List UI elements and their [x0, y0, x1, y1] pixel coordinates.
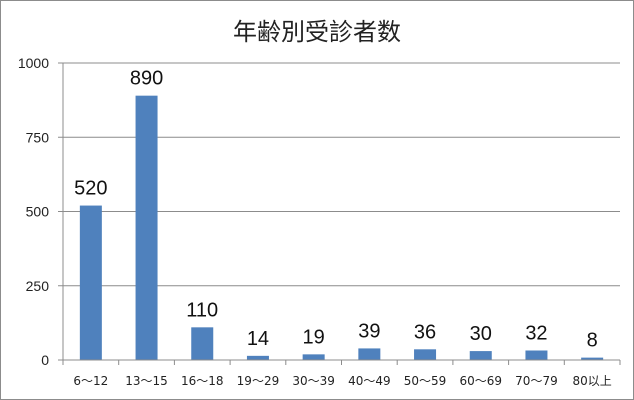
bar — [581, 357, 604, 360]
data-label: 19 — [303, 326, 325, 348]
data-label: 890 — [130, 68, 163, 90]
x-tick-label: 30～39 — [292, 374, 335, 388]
x-tick-label: 60～69 — [459, 374, 502, 388]
data-label: 8 — [587, 330, 598, 352]
bar — [358, 348, 381, 360]
y-tick-label: 1000 — [18, 55, 49, 71]
data-label: 32 — [525, 322, 547, 344]
y-axis-ticks: 0 250 500 750 1000 — [18, 55, 63, 368]
x-tick-label: 70～79 — [515, 374, 558, 388]
x-tick-label: 6～12 — [73, 374, 108, 388]
x-tick-label: 19～29 — [237, 374, 280, 388]
y-tick-label: 0 — [41, 352, 49, 368]
bar — [525, 350, 548, 360]
x-axis-ticks: 6～12 13～15 16～18 19～29 30～39 40～49 50～59 60～69 7… — [62, 360, 621, 388]
y-tick-label: 500 — [26, 204, 50, 220]
bar — [135, 95, 158, 361]
bars — [79, 95, 604, 361]
bar — [79, 205, 102, 360]
data-label: 39 — [358, 320, 380, 342]
data-labels: 520 890 110 14 19 39 36 30 32 8 — [74, 68, 598, 352]
x-tick-label: 80以上 — [573, 374, 612, 388]
x-tick-label: 50～59 — [404, 374, 447, 388]
data-label: 14 — [247, 328, 269, 350]
y-tick-label: 750 — [26, 129, 50, 145]
bar — [246, 355, 269, 360]
bar — [302, 354, 325, 360]
data-label: 520 — [74, 178, 107, 200]
x-tick-label: 40～49 — [348, 374, 391, 388]
bar — [414, 349, 437, 360]
y-tick-label: 250 — [26, 278, 50, 294]
bar — [191, 327, 214, 360]
x-tick-label: 16～18 — [181, 374, 224, 388]
bar — [469, 351, 492, 360]
x-tick-label: 13～15 — [125, 374, 168, 388]
data-label: 36 — [414, 321, 436, 343]
data-label: 30 — [470, 323, 492, 345]
chart-title: 年齢別受診者数 — [233, 18, 401, 46]
data-label: 110 — [186, 299, 218, 321]
